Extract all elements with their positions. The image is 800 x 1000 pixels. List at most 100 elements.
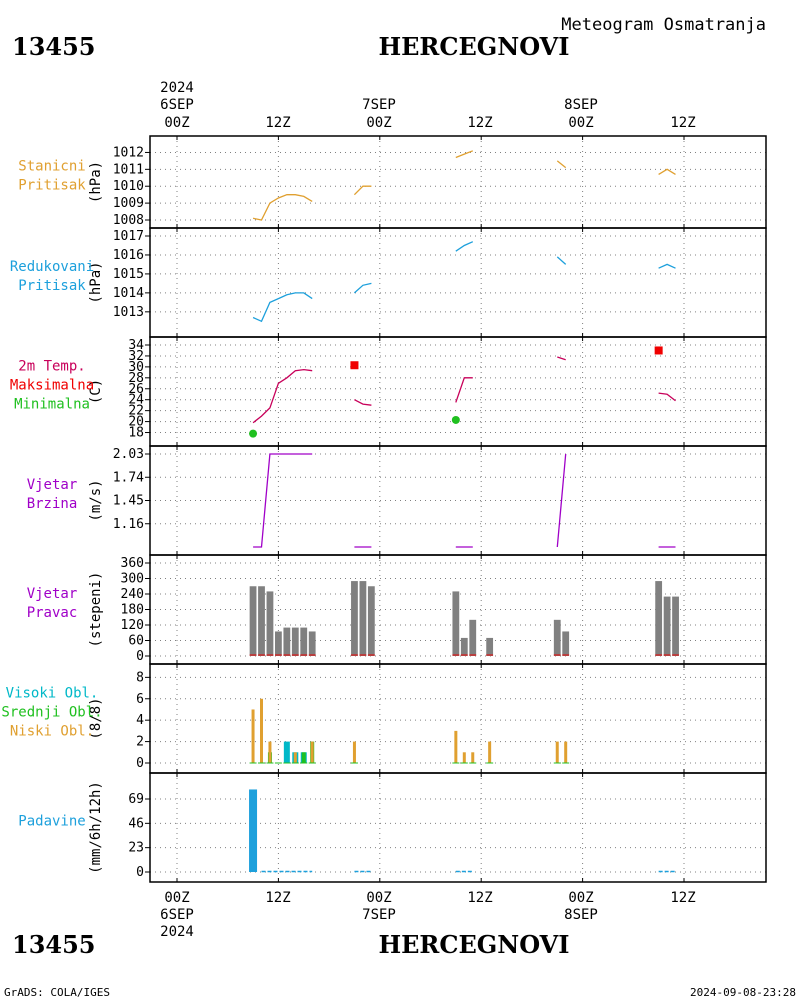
y-tick-label: 120 [121,618,144,633]
panel-label: Pravac [27,605,78,621]
year-label-top: 2024 [160,80,194,96]
panel-frame [149,663,767,774]
bar [672,596,679,656]
cloud-bar [260,698,263,763]
y-tick-label: 1015 [113,267,144,282]
hour-label-top-3: 00Z [366,115,391,131]
hour-label-bottom-2: 12Z [265,890,290,906]
y-tick-label: 60 [128,634,144,649]
panel-2: 1013 1014 1015 1016 1017 (hPa)Redukovani Priti… [10,227,767,338]
timestamp-text: 2024-09-08-23:28 [690,986,796,999]
series-line [556,160,567,169]
panel-frame [149,772,767,883]
cloud-bar [283,741,290,763]
bar [486,637,494,656]
bar [308,631,316,656]
bar [258,586,265,656]
y-tick-label: 360 [121,556,144,571]
y-tick-label: 1010 [113,179,144,194]
y-axis-label: (hPa) [88,161,104,203]
panels-group: 10081009101010111012(hPa)StanicniPritisa… [1,135,767,883]
panel-frame [149,445,767,556]
panel-7: 0 23 46 69 (mm/6h/12h)Padavine [18,772,767,883]
series-line [455,150,474,159]
station-id-top: 13455 [12,32,96,61]
y-axis-label: (stepeni) [88,572,104,648]
series-line [556,256,567,265]
panel-label: Stanicni [18,159,85,175]
date-label-top-1: 6SEP [160,97,194,113]
precip-bar [249,789,258,872]
panel-label: Vjetar [27,586,78,602]
y-tick-label: 8 [136,670,144,685]
bar [367,586,375,656]
series-line [252,368,313,424]
series-line [455,241,474,252]
y-tick-label: 34 [128,338,144,353]
y-tick-label: 0 [136,865,144,880]
bar [291,627,299,656]
bar [275,631,282,656]
series-line [353,185,372,196]
cloud-bar [268,741,272,763]
y-tick-label: 0 [136,649,144,664]
cloud-bar [462,752,466,763]
bar [359,581,367,656]
station-id-bottom: 13455 [12,930,96,959]
panel-1: 1008 1009 1010 1011 1012 (hPa)Stanicni Pritisa… [18,135,767,229]
y-tick-label: 1.16 [113,517,144,532]
bar [266,591,274,656]
panel-frame [149,336,767,447]
y-tick-label: 1009 [113,196,144,211]
bar [300,627,308,656]
y-tick-label: 69 [128,792,144,807]
y-tick-label: 46 [128,816,144,831]
hour-label-top-4: 12Z [467,115,492,131]
date-label-top-2: 7SEP [362,97,396,113]
cloud-bar [301,752,306,763]
y-tick-label: 2 [136,735,144,750]
date-label-bottom-2: 7SEP [362,907,396,923]
tmax-marker [350,361,359,370]
cloud-bar [488,741,492,763]
series-line [557,356,566,361]
y-tick-label: 30 [128,360,144,375]
panel-frame [149,227,767,338]
y-tick-label: 1008 [113,213,144,228]
y-axis-label: (8/8) [88,697,104,739]
bar [655,581,663,656]
chart-subtitle: Meteogram Osmatranja [561,15,766,35]
y-tick-label: 1012 [113,145,144,160]
bar [553,619,561,656]
series-line [354,399,372,406]
y-tick-label: 2.03 [113,447,144,462]
y-tick-label: 24 [128,393,144,408]
panel-label: Padavine [18,814,85,830]
series-line [455,377,473,403]
date-label-bottom-3: 8SEP [564,907,598,923]
bar [663,596,671,656]
y-axis-label: (hPa) [88,261,104,303]
hour-label-top-5: 00Z [568,115,593,131]
y-tick-label: 0 [136,756,144,771]
tmin-marker [451,415,460,424]
bar [452,591,460,656]
cloud-bar [555,741,559,763]
cloud-bar [454,730,458,763]
bar [469,619,477,656]
cloud-bar [293,752,297,763]
hour-label-top-6: 12Z [670,115,695,131]
y-tick-label: 32 [128,349,144,364]
panel-label: Srednji Obl. [1,705,102,721]
y-tick-label: 22 [128,404,144,419]
y-tick-label: 6 [136,692,144,707]
y-axis-label: (C) [88,379,104,404]
series-line [252,194,313,221]
date-label-top-3: 8SEP [564,97,598,113]
bar [249,586,257,656]
hour-label-bottom-6: 12Z [670,890,695,906]
hour-label-bottom-3: 00Z [366,890,391,906]
y-tick-label: 1.45 [113,494,144,509]
